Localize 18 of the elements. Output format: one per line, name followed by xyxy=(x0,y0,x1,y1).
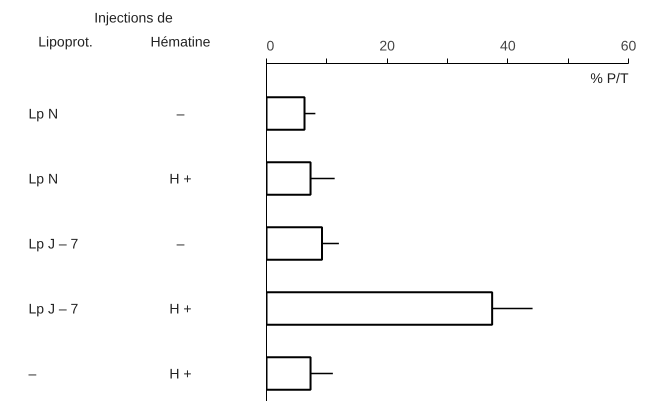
y2-tick-label: Lp J – 7 xyxy=(28,236,79,252)
x-tick-label: 60 xyxy=(620,38,636,54)
x-axis-title: % P/T xyxy=(590,70,629,86)
y-tick-label: H + xyxy=(169,366,192,382)
y-axis-title: Hématine xyxy=(150,34,211,50)
y2-tick-label: Lp N xyxy=(28,170,58,187)
y2-tick-label: Lp J – 7 xyxy=(28,300,79,317)
text: Injections de xyxy=(94,10,174,26)
y2-tick-label: – xyxy=(28,366,36,382)
y-tick-label: – xyxy=(176,236,185,252)
y2-tick-label: Lp N xyxy=(28,106,58,122)
x-tick-label: 0 xyxy=(266,38,274,54)
x-tick-label: 40 xyxy=(500,38,516,54)
y-tick-label: H + xyxy=(169,300,192,317)
y-tick-label: H + xyxy=(169,170,192,187)
y-tick-label: – xyxy=(176,106,185,122)
text: Lipoprot. xyxy=(38,34,93,50)
x-tick-label: 20 xyxy=(379,38,396,54)
